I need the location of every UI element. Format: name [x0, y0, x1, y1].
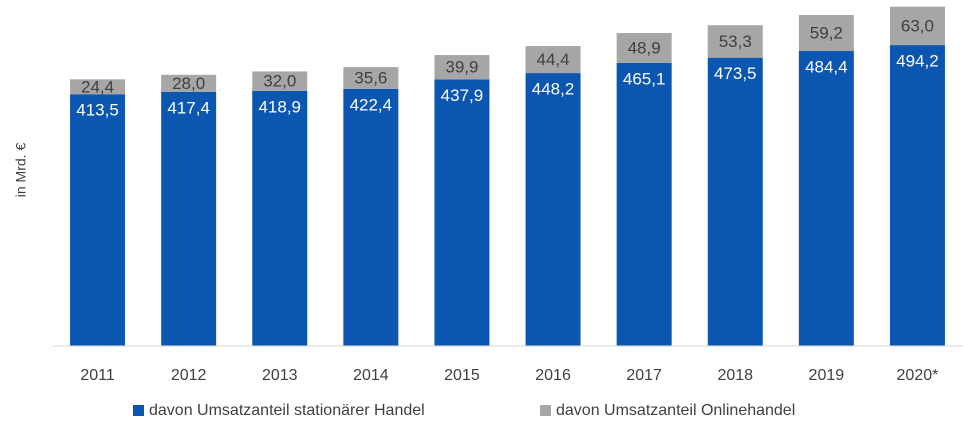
data-label: 53,3: [719, 32, 752, 51]
legend-swatch: [540, 405, 551, 416]
bar-segment: [434, 55, 490, 80]
bar-segment: [343, 88, 399, 346]
bar-segment: [161, 91, 217, 346]
y-axis-label: in Mrd. €: [13, 143, 29, 198]
data-label: 437,9: [441, 86, 484, 105]
bar-segment: [252, 90, 308, 346]
bar-segment: [889, 6, 945, 46]
data-label: 32,0: [263, 72, 296, 91]
data-label: 448,2: [532, 80, 575, 99]
x-tick-label: 2011: [80, 367, 115, 384]
bar-segment: [161, 74, 217, 92]
bar-segment: [252, 71, 308, 91]
data-label: 44,4: [537, 50, 570, 69]
bar-segment: [707, 25, 763, 58]
x-tick-label: 2014: [353, 367, 389, 384]
bar-segment: [798, 51, 854, 346]
legend-label: davon Umsatzanteil Onlinehandel: [556, 402, 795, 419]
bar-segment: [616, 33, 672, 63]
data-label: 417,4: [167, 98, 210, 117]
data-label: 418,9: [258, 97, 301, 116]
x-tick-label: 2019: [809, 367, 845, 384]
x-tick-label: 2018: [717, 367, 753, 384]
bar-segment: [798, 14, 854, 52]
x-tick-label: 2020*: [897, 367, 939, 384]
bar-segment: [343, 67, 399, 89]
x-tick-label: 2016: [535, 367, 571, 384]
bar-segment: [70, 79, 126, 95]
bar-segment: [525, 73, 581, 346]
data-label: 494,2: [896, 52, 939, 71]
x-tick-label: 2012: [171, 367, 207, 384]
bar-segment: [70, 94, 126, 346]
bar-segment: [707, 57, 763, 346]
data-label: 473,5: [714, 64, 757, 83]
data-label: 48,9: [628, 38, 661, 57]
bar-segment: [434, 79, 490, 346]
data-label: 63,0: [901, 16, 934, 35]
data-label: 465,1: [623, 69, 666, 88]
data-label: 35,6: [354, 68, 387, 87]
legend-label: davon Umsatzanteil stationärer Handel: [149, 402, 425, 419]
data-label: 484,4: [805, 58, 848, 77]
data-label: 28,0: [172, 74, 205, 93]
data-label: 59,2: [810, 23, 843, 42]
x-tick-label: 2013: [262, 367, 298, 384]
bar-segment: [889, 45, 945, 346]
legend-swatch: [133, 405, 144, 416]
x-tick-label: 2015: [444, 367, 480, 384]
data-label: 39,9: [445, 58, 478, 77]
bar-segment: [616, 62, 672, 346]
data-label: 413,5: [76, 101, 119, 120]
x-tick-label: 2017: [626, 367, 662, 384]
data-label: 422,4: [350, 95, 393, 114]
bar-segment: [525, 46, 581, 74]
data-label: 24,4: [81, 77, 114, 96]
